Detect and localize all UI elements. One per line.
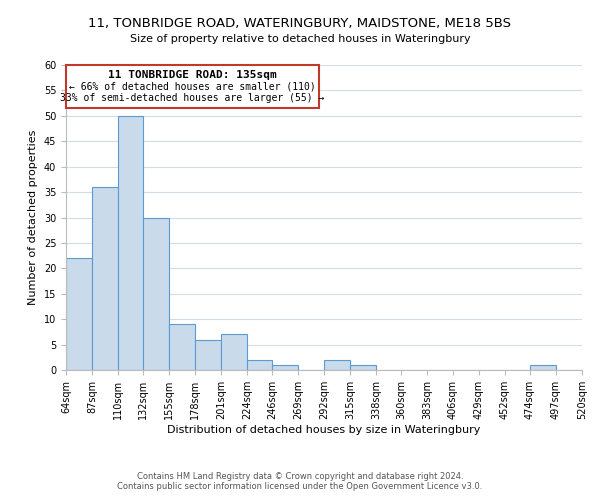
Text: 11, TONBRIDGE ROAD, WATERINGBURY, MAIDSTONE, ME18 5BS: 11, TONBRIDGE ROAD, WATERINGBURY, MAIDST…: [89, 18, 511, 30]
Text: 11 TONBRIDGE ROAD: 135sqm: 11 TONBRIDGE ROAD: 135sqm: [108, 70, 277, 80]
X-axis label: Distribution of detached houses by size in Wateringbury: Distribution of detached houses by size …: [167, 424, 481, 434]
Text: ← 66% of detached houses are smaller (110): ← 66% of detached houses are smaller (11…: [69, 82, 316, 92]
Bar: [118, 116, 143, 370]
Bar: [324, 360, 350, 370]
Bar: [195, 340, 221, 370]
Bar: [247, 360, 272, 370]
Bar: [530, 365, 556, 370]
Bar: [169, 324, 195, 370]
FancyBboxPatch shape: [66, 65, 319, 108]
Y-axis label: Number of detached properties: Number of detached properties: [28, 130, 38, 305]
Bar: [66, 258, 92, 370]
Text: Size of property relative to detached houses in Wateringbury: Size of property relative to detached ho…: [130, 34, 470, 43]
Text: Contains public sector information licensed under the Open Government Licence v3: Contains public sector information licen…: [118, 482, 482, 491]
Bar: [350, 365, 376, 370]
Bar: [92, 187, 118, 370]
Bar: [272, 365, 298, 370]
Bar: [221, 334, 247, 370]
Text: Contains HM Land Registry data © Crown copyright and database right 2024.: Contains HM Land Registry data © Crown c…: [137, 472, 463, 481]
Text: 33% of semi-detached houses are larger (55) →: 33% of semi-detached houses are larger (…: [60, 93, 325, 103]
Bar: [143, 218, 169, 370]
